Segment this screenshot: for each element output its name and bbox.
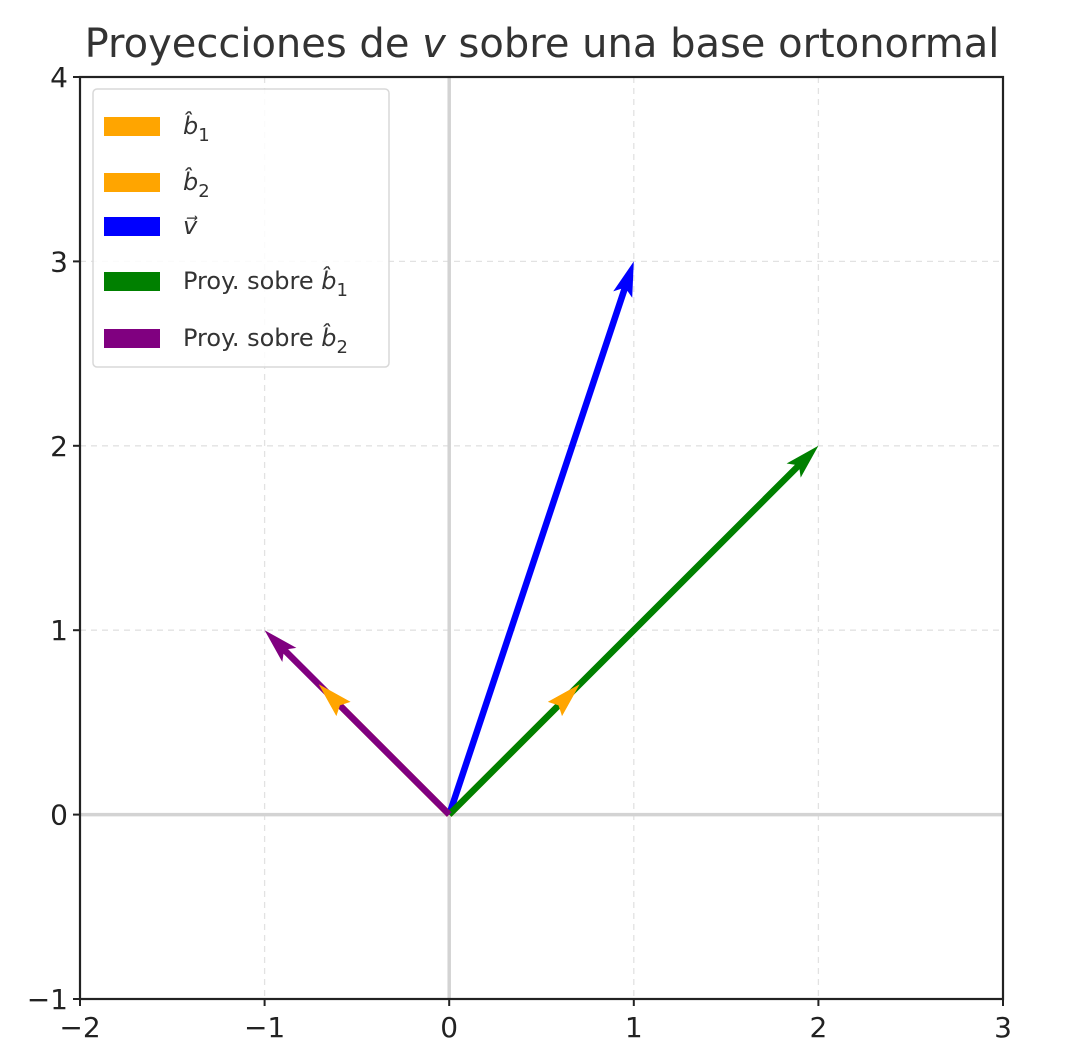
arrow-b1-head	[547, 684, 580, 716]
x-tick-label: −1	[244, 1011, 285, 1044]
x-tick-label: 1	[625, 1011, 643, 1044]
y-tick-label: −1	[27, 983, 68, 1016]
y-tick-label: 4	[50, 61, 68, 94]
arrow-b2-head	[318, 684, 351, 716]
x-tick-label: 3	[994, 1011, 1012, 1044]
x-tick-label: 0	[440, 1011, 458, 1044]
legend-swatch	[104, 173, 160, 192]
arrow-proj-b2	[264, 630, 452, 817]
legend-label: v⃗	[183, 212, 198, 240]
legend-swatch	[104, 117, 160, 136]
legend-symbol: b̂	[183, 168, 198, 196]
x-tick-label: −2	[59, 1011, 100, 1044]
legend-symbol: b̂	[321, 324, 336, 352]
legend-symbol: b̂	[321, 267, 336, 295]
legend-symbol: b̂	[183, 112, 198, 140]
legend-swatch	[104, 329, 160, 348]
arrow-v	[446, 261, 634, 816]
legend-swatch	[104, 217, 160, 236]
y-tick-label: 2	[50, 430, 68, 463]
legend-label: Proy. sobre b̂2	[183, 324, 348, 358]
y-tick-label: 0	[50, 799, 68, 832]
y-tick-label: 3	[50, 245, 68, 278]
plot-frame	[78, 75, 1005, 1001]
legend: b̂1 b̂2 v⃗ Proy. sobre b̂1 Proy. sobre b̂2	[92, 88, 390, 368]
reference-lines	[80, 77, 1003, 999]
legend-label: Proy. sobre b̂1	[183, 267, 348, 301]
arrows	[264, 261, 819, 817]
legend-box	[92, 88, 390, 368]
chart-title: Proyecciones de v sobre una base ortonor…	[85, 21, 1000, 67]
legend-label: b̂1	[183, 112, 210, 146]
legend-label: b̂2	[183, 168, 210, 202]
legend-symbol: v⃗	[183, 212, 198, 240]
x-tick-label: 2	[809, 1011, 827, 1044]
y-tick-label: 1	[50, 614, 68, 647]
arrow-proj-b1	[446, 445, 819, 817]
legend-swatch	[104, 272, 160, 291]
